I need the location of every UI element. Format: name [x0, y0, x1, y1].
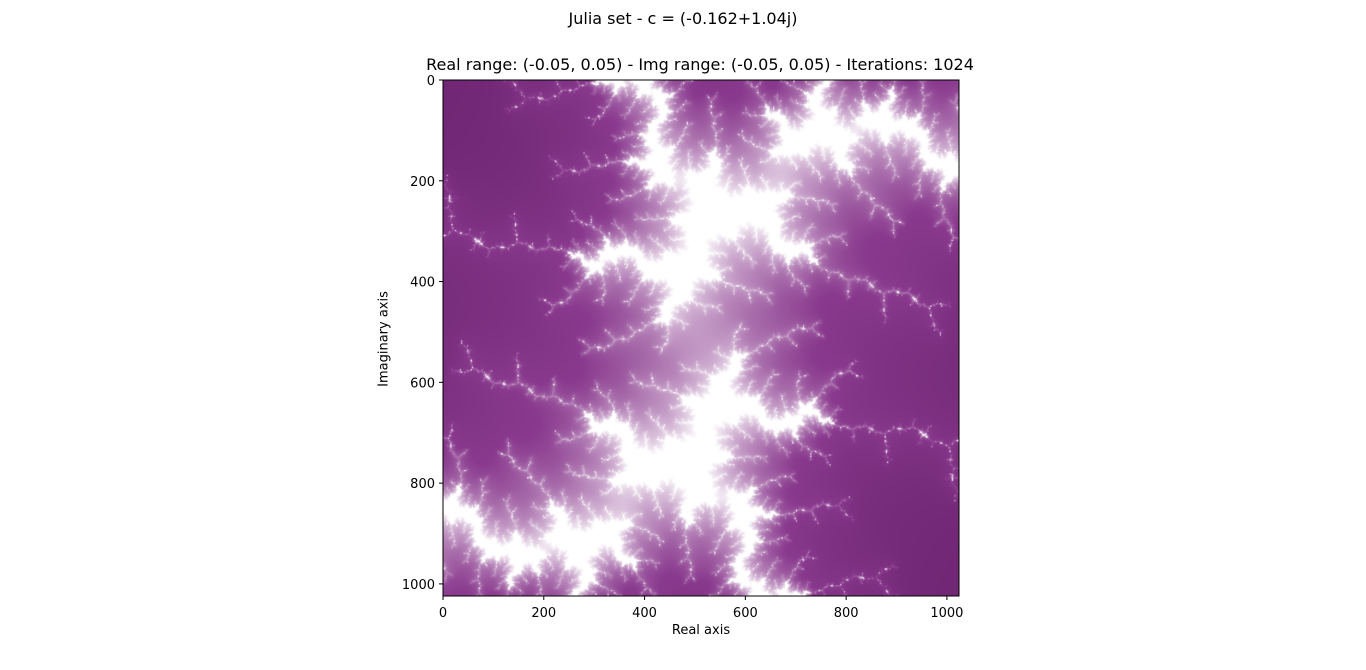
- y-tick-label: 1000: [402, 578, 435, 593]
- axes-title: Real range: (-0.05, 0.05) - Img range: (…: [426, 55, 974, 74]
- y-tick-label: 200: [410, 175, 435, 190]
- x-tick-label: 600: [733, 606, 758, 621]
- y-tick-label: 400: [410, 276, 435, 291]
- y-axis-label: Imaginary axis: [376, 291, 392, 387]
- y-axis-ticks: 0 200 400 600 800 1000: [402, 74, 443, 593]
- x-tick-label: 200: [531, 606, 556, 621]
- x-tick-label: 1000: [930, 606, 963, 621]
- x-axis-label: Real axis: [671, 623, 731, 638]
- plot-area: [442, 79, 960, 597]
- x-axis-ticks: 0 200 400 600 800 1000: [439, 596, 963, 621]
- y-tick-label: 600: [410, 376, 435, 391]
- x-tick-label: 0: [439, 606, 447, 621]
- x-tick-label: 400: [632, 606, 657, 621]
- y-tick-label: 0: [427, 74, 435, 89]
- y-tick-label: 800: [410, 477, 435, 492]
- x-tick-label: 800: [834, 606, 859, 621]
- axes-frame: [442, 79, 960, 597]
- figure-title: Julia set - c = (-0.162+1.04j): [568, 9, 798, 28]
- heatmap-image: [443, 80, 959, 596]
